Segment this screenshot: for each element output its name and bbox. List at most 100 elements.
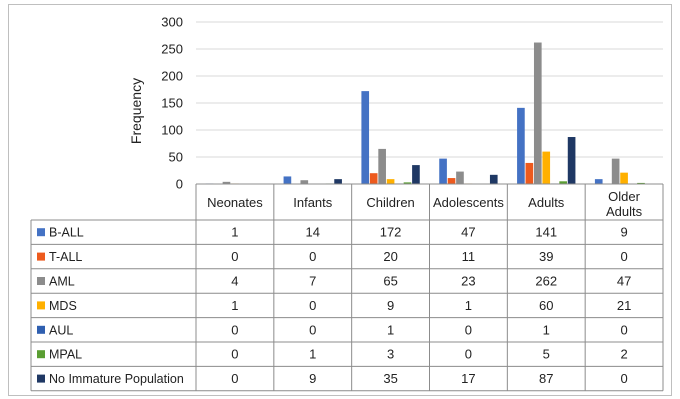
bar-b-all-adults <box>517 107 525 184</box>
table-cell-mds-3: 1 <box>465 298 472 313</box>
table-cell-no-immature-population-4: 87 <box>539 371 553 386</box>
table-cell-aml-0: 4 <box>231 274 238 289</box>
bar-mpal-children <box>403 182 412 184</box>
bar-aml-adults <box>533 42 542 184</box>
bar-mpal-older-adults <box>637 182 645 184</box>
table-cell-b-all-2: 172 <box>380 225 402 240</box>
table-cell-mds-2: 9 <box>387 298 394 313</box>
category-label-0: Neonates <box>207 195 263 210</box>
table-cell-t-all-3: 11 <box>462 249 476 264</box>
legend-key-no-immature-population <box>37 374 45 383</box>
legend-key-aml <box>37 277 45 285</box>
table-cell-aul-1: 0 <box>309 322 316 337</box>
y-tick-label-100: 100 <box>161 123 183 138</box>
bar-b-all-adolescents <box>439 158 447 184</box>
table-cell-b-all-0: 1 <box>231 225 238 240</box>
bar-aml-adolescents <box>456 171 464 184</box>
table-cell-aml-1: 7 <box>309 274 316 289</box>
data-table: Neonates Infants Children Adolescents Adults… <box>30 183 664 392</box>
category-label-4: Adults <box>528 195 565 210</box>
legend-key-mpal <box>37 350 45 359</box>
bar-aml-neonates <box>222 181 231 184</box>
table-cell-no-immature-population-3: 17 <box>461 371 475 386</box>
table-cell-aul-3: 0 <box>465 322 472 337</box>
bar-no-immature-population-children <box>412 165 420 184</box>
y-tick-label-200: 200 <box>161 69 183 84</box>
series-label-t-all: T-ALL <box>49 250 82 264</box>
y-tick-label-50: 50 <box>169 150 183 165</box>
table-cell-no-immature-population-5: 0 <box>620 371 627 386</box>
table-cell-mpal-5: 2 <box>620 347 627 362</box>
bar-no-immature-population-adolescents <box>489 174 498 184</box>
table-cell-mds-0: 1 <box>231 298 238 313</box>
table-cell-b-all-3: 47 <box>461 225 475 240</box>
legend-key-mds <box>37 301 45 310</box>
table-cell-mds-4: 60 <box>539 298 553 313</box>
table-cell-aml-3: 23 <box>461 274 475 289</box>
table-cell-t-all-1: 0 <box>309 249 316 264</box>
table-cell-mpal-0: 0 <box>231 347 238 362</box>
bar-t-all-adults <box>525 162 534 184</box>
y-tick-label-150: 150 <box>161 96 183 111</box>
table-cell-mds-5: 21 <box>617 298 631 313</box>
table-cell-t-all-4: 39 <box>539 249 553 264</box>
table-cell-mpal-3: 0 <box>465 347 472 362</box>
table-cell-mpal-1: 1 <box>309 347 316 362</box>
y-tick-label-250: 250 <box>161 42 183 57</box>
legend-key-aul <box>37 325 45 334</box>
table-cell-mds-1: 0 <box>309 298 316 313</box>
series-label-b-all: B-ALL <box>49 226 84 240</box>
y-tick-label-300: 300 <box>161 15 183 30</box>
bar-b-all-infants <box>283 176 292 184</box>
category-label-3: Adolescents <box>433 195 504 210</box>
bar-aml-older-adults <box>611 158 620 184</box>
chart-frame <box>8 4 672 396</box>
table-cell-t-all-5: 0 <box>620 249 627 264</box>
bar-aml-children <box>378 148 386 184</box>
table-cell-mpal-4: 5 <box>543 347 550 362</box>
bar-mds-children <box>386 179 395 184</box>
legend-key-t-all <box>37 252 45 261</box>
table-cell-aml-5: 47 <box>617 274 631 289</box>
category-label-2: Children <box>366 195 414 210</box>
series-label-aul: AUL <box>49 323 73 337</box>
category-label-5: Older Adults <box>606 189 643 219</box>
gridlines <box>196 21 663 185</box>
bar-mds-adults <box>542 151 551 184</box>
table-cell-aul-0: 0 <box>231 322 238 337</box>
table-cell-mpal-2: 3 <box>387 347 394 362</box>
y-axis-title: Frequency <box>128 78 144 144</box>
table-cell-t-all-2: 20 <box>383 249 397 264</box>
table-cell-t-all-0: 0 <box>231 249 238 264</box>
bar-t-all-adolescents <box>447 178 456 184</box>
table-cell-b-all-5: 9 <box>620 225 627 240</box>
table-cell-aul-5: 0 <box>620 322 627 337</box>
series-label-mds: MDS <box>49 299 77 313</box>
bar-aml-infants <box>300 180 309 184</box>
y-axis: 0 50 100 150 200 250 300 <box>161 15 183 192</box>
series-label-no-immature-population: No Immature Population <box>49 372 184 386</box>
bar-b-all-older-adults <box>594 179 603 184</box>
table-cell-aml-4: 262 <box>535 274 557 289</box>
table-cell-aul-4: 1 <box>543 322 550 337</box>
table-cell-aml-2: 65 <box>383 274 397 289</box>
bar-mds-older-adults <box>620 172 628 184</box>
bar-b-all-children <box>361 91 370 184</box>
table-cell-no-immature-population-1: 9 <box>309 371 316 386</box>
category-label-1: Infants <box>293 195 333 210</box>
bar-no-immature-population-infants <box>334 179 342 184</box>
table-cell-no-immature-population-0: 0 <box>231 371 238 386</box>
y-tick-label-0: 0 <box>176 177 183 192</box>
bar-no-immature-population-adults <box>567 137 576 184</box>
series-label-mpal: MPAL <box>49 348 82 362</box>
table-cell-no-immature-population-2: 35 <box>383 371 397 386</box>
table-cell-b-all-1: 14 <box>306 225 320 240</box>
legend-key-b-all <box>37 228 45 237</box>
table-cell-aul-2: 1 <box>387 322 394 337</box>
bar-mpal-adults <box>559 181 567 184</box>
bar-t-all-children <box>369 173 378 184</box>
series-label-aml: AML <box>49 275 75 289</box>
table-cell-b-all-4: 141 <box>535 225 557 240</box>
bars <box>205 42 645 184</box>
